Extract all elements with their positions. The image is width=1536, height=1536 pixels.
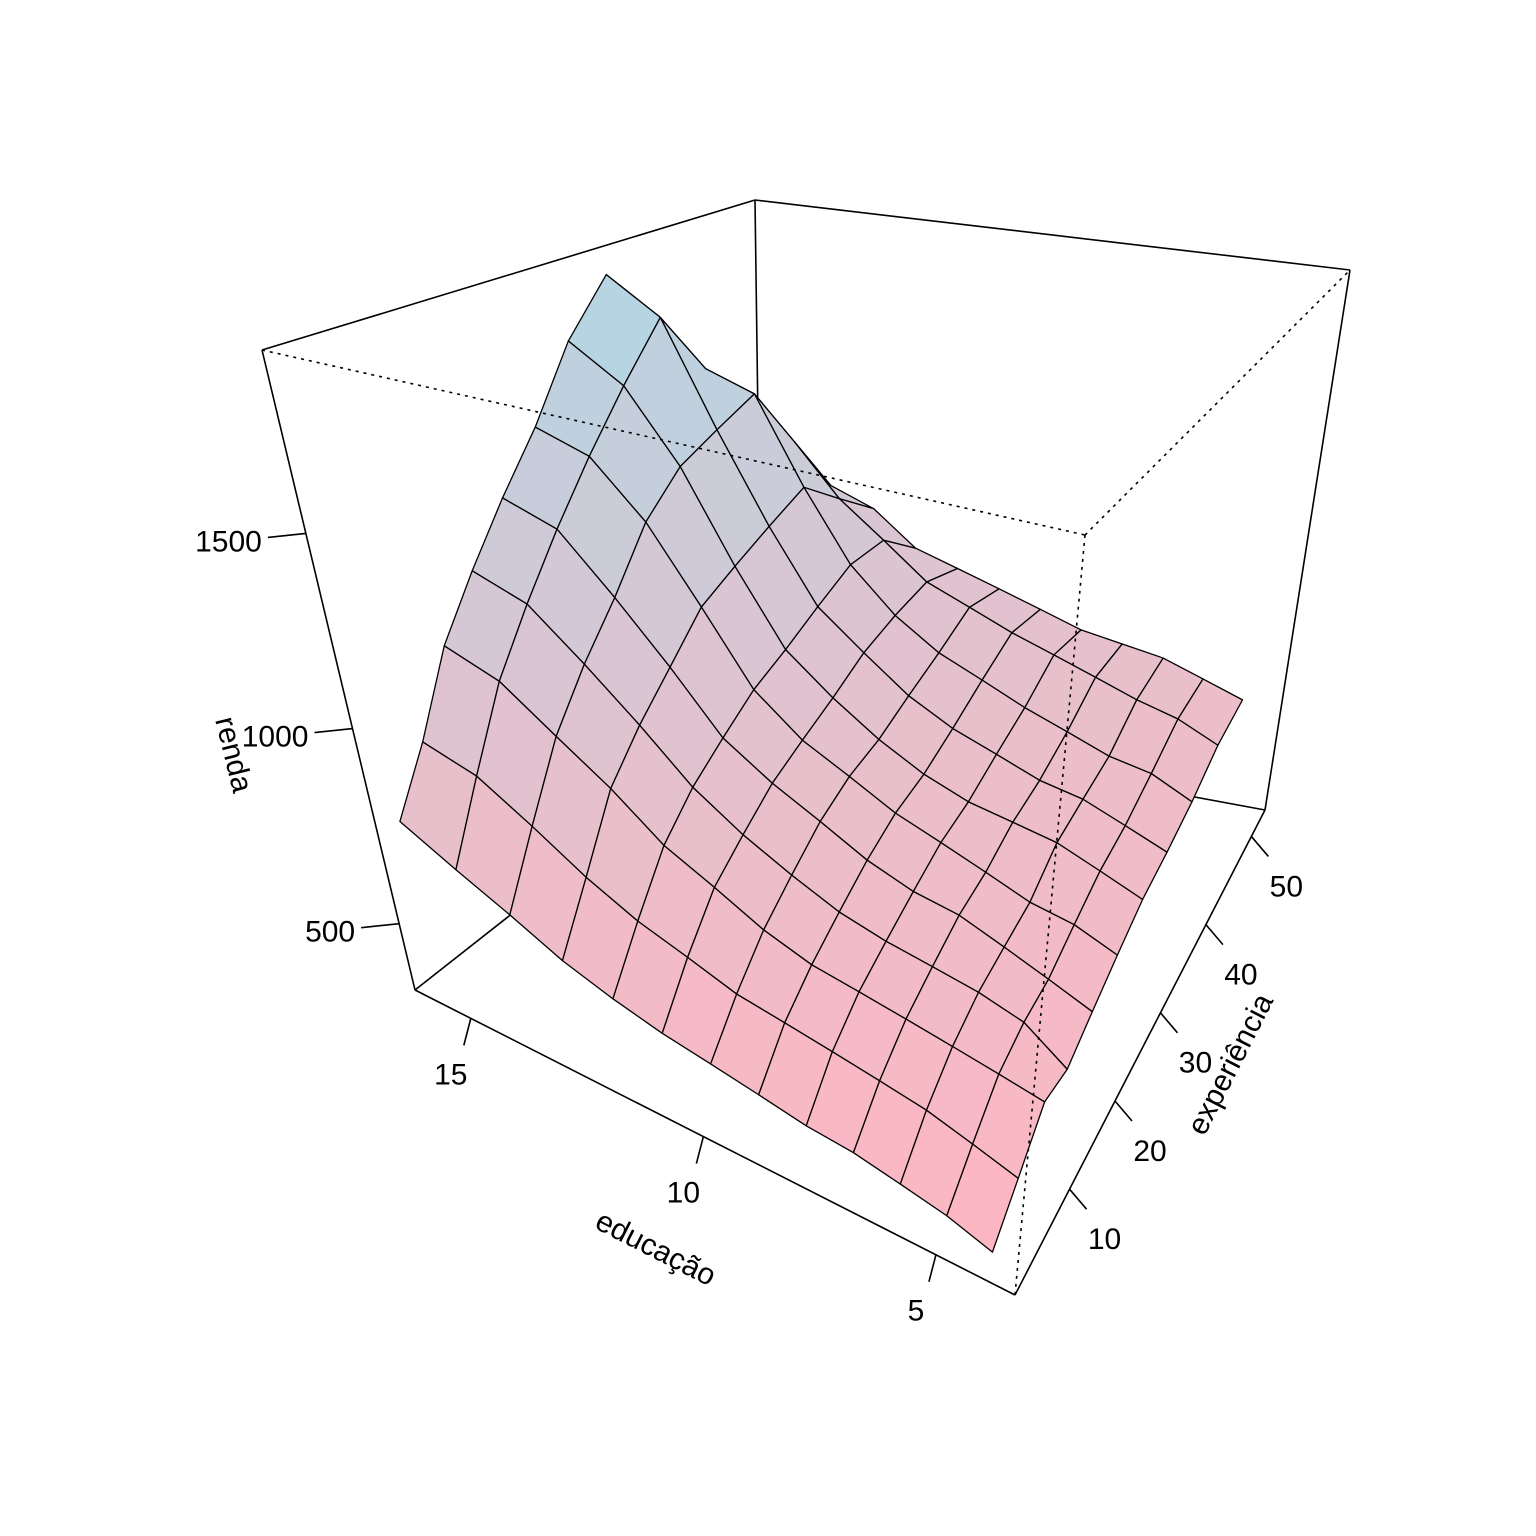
y-tick-label: 50 <box>1270 870 1303 903</box>
z-tick-label: 1000 <box>242 720 309 753</box>
y-tick <box>1250 835 1269 857</box>
box-edge <box>1264 269 1351 811</box>
y-tick <box>1159 1012 1179 1034</box>
box-edge <box>1084 269 1351 536</box>
z-tick <box>314 727 353 734</box>
y-tick-label: 20 <box>1133 1135 1166 1168</box>
box-front: 5 10 15 10 20 30 40 50 500 1000 1500 <box>195 269 1351 1328</box>
y-tick-label: 40 <box>1224 959 1257 992</box>
x-tick-label: 15 <box>434 1058 467 1091</box>
y-tick <box>1205 924 1224 946</box>
y-tick <box>1068 1188 1088 1210</box>
z-tick <box>267 532 306 539</box>
surface <box>399 273 1244 1253</box>
x-tick <box>928 1254 937 1283</box>
z-tick-label: 1500 <box>195 525 262 558</box>
z-tick <box>361 922 400 929</box>
surface-facet <box>946 1143 1019 1253</box>
x-tick-label: 5 <box>908 1295 925 1328</box>
y-tick-label: 10 <box>1088 1223 1121 1256</box>
box-edge <box>261 349 416 991</box>
y-tick-label: 30 <box>1179 1047 1212 1080</box>
box-edge <box>261 199 756 351</box>
y-tick <box>1114 1100 1133 1122</box>
box-edge <box>1014 809 1266 1296</box>
x-axis-label: educação <box>590 1204 721 1292</box>
x-tick <box>695 1136 705 1164</box>
box-edge <box>754 199 1351 271</box>
z-tick-label: 500 <box>305 916 355 949</box>
x-tick <box>463 1018 472 1046</box>
x-tick-label: 10 <box>667 1177 700 1210</box>
box-edge <box>414 989 1016 1296</box>
